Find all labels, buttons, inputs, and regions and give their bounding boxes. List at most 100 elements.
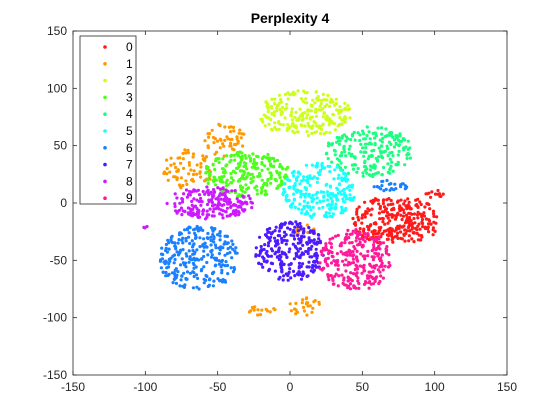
data-point xyxy=(286,278,290,282)
data-point xyxy=(403,199,407,203)
data-point xyxy=(270,262,275,266)
data-point xyxy=(249,181,253,185)
data-point xyxy=(165,266,169,270)
data-point xyxy=(403,163,407,167)
data-point xyxy=(426,225,430,229)
data-point xyxy=(250,305,254,310)
data-point xyxy=(300,114,305,118)
data-point xyxy=(336,267,340,271)
data-point xyxy=(333,128,337,132)
data-point xyxy=(178,231,182,235)
data-point xyxy=(222,174,226,178)
data-point xyxy=(296,249,300,253)
data-point xyxy=(341,209,346,213)
data-point xyxy=(320,127,324,132)
legend-label: 0 xyxy=(126,40,133,54)
data-point xyxy=(307,226,311,230)
data-point xyxy=(385,144,389,148)
data-point xyxy=(403,239,407,243)
data-point xyxy=(279,98,283,102)
data-point xyxy=(378,259,382,263)
data-point xyxy=(324,183,328,187)
data-point xyxy=(386,162,390,166)
data-point xyxy=(318,168,322,172)
data-point xyxy=(142,225,146,229)
data-point xyxy=(225,214,229,218)
data-point xyxy=(363,200,367,204)
data-point xyxy=(192,256,196,260)
data-point xyxy=(436,192,440,196)
legend-marker xyxy=(103,78,107,83)
data-point xyxy=(261,265,265,269)
data-point xyxy=(286,273,290,278)
data-point xyxy=(165,158,169,162)
data-point xyxy=(274,244,278,248)
data-point xyxy=(224,210,228,214)
data-point xyxy=(361,146,365,150)
data-point xyxy=(231,178,235,182)
legend-marker xyxy=(103,162,107,167)
data-point xyxy=(191,172,196,177)
data-point xyxy=(209,198,213,202)
data-point xyxy=(287,126,291,130)
data-point xyxy=(204,155,209,159)
data-point xyxy=(368,168,372,172)
data-point xyxy=(378,207,382,211)
data-point xyxy=(218,230,222,234)
data-point xyxy=(238,163,242,167)
data-point xyxy=(263,164,267,168)
data-point xyxy=(339,161,343,165)
data-point xyxy=(310,266,315,270)
data-point xyxy=(192,274,196,279)
x-tick-label: -50 xyxy=(209,380,227,394)
y-tick-label: 50 xyxy=(54,139,68,153)
data-point xyxy=(340,151,344,155)
data-point xyxy=(369,236,373,240)
data-point xyxy=(175,196,179,200)
data-point xyxy=(299,192,303,196)
data-point xyxy=(206,236,210,241)
data-point xyxy=(383,222,387,226)
data-point xyxy=(351,272,356,276)
data-point xyxy=(293,184,297,188)
data-point xyxy=(279,182,283,186)
data-point xyxy=(286,226,290,230)
data-point xyxy=(308,108,312,113)
data-point xyxy=(404,204,408,208)
data-point xyxy=(262,247,266,252)
data-point xyxy=(279,165,284,169)
data-point xyxy=(296,229,300,233)
data-point xyxy=(302,192,306,197)
data-point xyxy=(380,132,384,136)
data-point xyxy=(390,238,394,242)
data-point xyxy=(183,283,187,287)
data-point xyxy=(219,197,223,201)
data-point xyxy=(321,266,325,270)
data-point xyxy=(212,279,216,283)
data-point xyxy=(192,242,196,246)
data-point xyxy=(218,212,222,216)
data-point xyxy=(328,104,332,109)
data-point xyxy=(212,188,216,192)
data-point xyxy=(355,207,359,211)
data-point xyxy=(353,163,358,167)
data-point xyxy=(230,239,234,243)
data-point xyxy=(309,247,313,251)
data-point xyxy=(322,112,326,116)
data-point xyxy=(206,165,210,169)
data-point xyxy=(293,115,297,119)
data-point xyxy=(302,199,306,203)
data-point xyxy=(175,177,179,182)
data-point xyxy=(272,157,276,161)
legend-label: 9 xyxy=(126,191,133,205)
data-point xyxy=(181,261,186,265)
x-tick-label: 150 xyxy=(497,380,517,394)
data-point xyxy=(283,92,288,96)
data-point xyxy=(367,130,371,134)
data-point xyxy=(384,127,388,131)
data-point xyxy=(412,240,416,244)
data-point xyxy=(213,152,217,156)
data-point xyxy=(402,202,406,206)
data-point xyxy=(273,236,277,240)
data-point xyxy=(214,178,218,182)
